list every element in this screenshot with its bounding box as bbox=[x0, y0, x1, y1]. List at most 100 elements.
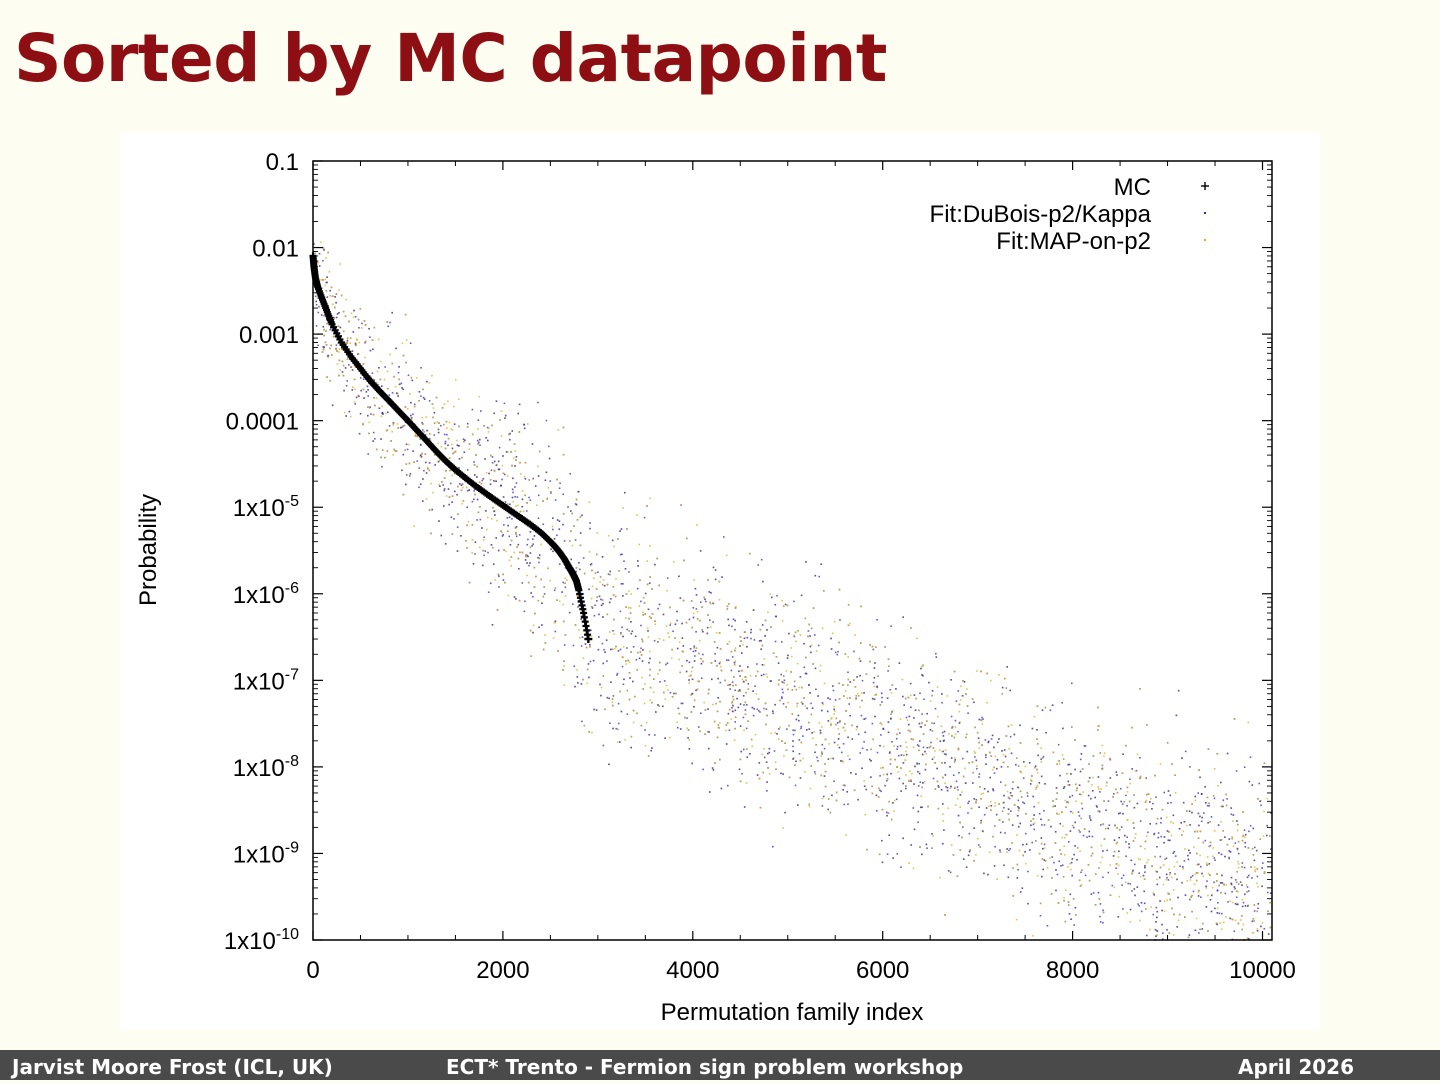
dubois-fit-point bbox=[746, 756, 749, 758]
map-fit-point bbox=[1121, 772, 1124, 774]
map-fit-point bbox=[1199, 928, 1201, 931]
map-fit-point bbox=[1155, 870, 1157, 872]
dubois-fit-point bbox=[1074, 845, 1076, 847]
map-fit-point bbox=[490, 454, 492, 457]
map-fit-point bbox=[1194, 873, 1196, 876]
map-fit-point bbox=[767, 767, 769, 769]
dubois-fit-point bbox=[682, 645, 685, 647]
map-fit-point bbox=[1058, 760, 1060, 762]
map-fit-point bbox=[973, 860, 975, 862]
dubois-fit-point bbox=[1017, 806, 1019, 808]
map-fit-point bbox=[404, 406, 407, 408]
dubois-fit-point bbox=[1261, 867, 1263, 869]
map-fit-point bbox=[554, 587, 557, 589]
dubois-fit-point bbox=[874, 662, 876, 664]
map-fit-point bbox=[1237, 823, 1239, 826]
dubois-fit-point bbox=[1204, 786, 1206, 788]
dubois-fit-point bbox=[1189, 898, 1191, 901]
map-fit-point bbox=[346, 340, 349, 343]
dubois-fit-point bbox=[1173, 850, 1176, 853]
dubois-fit-point bbox=[930, 741, 932, 744]
map-fit-point bbox=[411, 418, 413, 421]
dubois-fit-point bbox=[500, 485, 502, 487]
map-fit-point bbox=[832, 632, 834, 635]
map-fit-point bbox=[402, 354, 405, 357]
dubois-fit-point bbox=[887, 721, 890, 723]
dubois-fit-point bbox=[1235, 879, 1237, 881]
dubois-fit-point bbox=[1043, 824, 1046, 826]
dubois-fit-point bbox=[793, 635, 796, 638]
dubois-fit-point bbox=[916, 762, 918, 765]
map-fit-point bbox=[658, 638, 661, 640]
map-fit-point bbox=[628, 607, 630, 609]
dubois-fit-point bbox=[708, 591, 711, 593]
dubois-fit-point bbox=[636, 587, 639, 590]
dubois-fit-point bbox=[501, 478, 503, 481]
dubois-fit-point bbox=[811, 732, 813, 734]
dubois-fit-point bbox=[1029, 783, 1032, 785]
map-fit-point bbox=[1129, 921, 1132, 923]
dubois-fit-point bbox=[973, 798, 976, 800]
dubois-fit-point bbox=[818, 575, 820, 578]
dubois-fit-point bbox=[569, 473, 571, 475]
map-fit-point bbox=[527, 581, 530, 584]
map-fit-point bbox=[441, 407, 444, 409]
dubois-fit-point bbox=[864, 717, 867, 720]
map-fit-point bbox=[349, 337, 352, 339]
map-fit-point bbox=[402, 425, 404, 427]
dubois-fit-point bbox=[527, 538, 529, 541]
map-fit-point bbox=[735, 684, 737, 686]
dubois-fit-point bbox=[686, 659, 688, 662]
dubois-fit-point bbox=[622, 583, 624, 585]
dubois-fit-point bbox=[363, 397, 365, 399]
map-fit-point bbox=[465, 486, 468, 489]
map-fit-point bbox=[837, 728, 840, 730]
map-fit-point bbox=[596, 596, 598, 598]
map-fit-point bbox=[599, 581, 601, 583]
map-fit-point bbox=[903, 754, 905, 757]
dubois-fit-point bbox=[1127, 882, 1129, 885]
map-fit-point bbox=[905, 741, 907, 744]
dubois-fit-point bbox=[1260, 804, 1262, 807]
dubois-fit-point bbox=[552, 550, 554, 553]
dubois-fit-point bbox=[936, 767, 938, 770]
dubois-fit-point bbox=[596, 600, 598, 602]
dubois-fit-point bbox=[750, 631, 752, 634]
map-fit-point bbox=[579, 637, 581, 639]
map-fit-point bbox=[934, 750, 936, 752]
map-fit-point bbox=[606, 613, 609, 616]
map-fit-point bbox=[430, 482, 432, 485]
dubois-fit-point bbox=[364, 341, 366, 344]
map-fit-point bbox=[893, 799, 896, 802]
map-fit-point bbox=[1080, 817, 1082, 820]
dubois-fit-point bbox=[628, 571, 630, 573]
map-fit-point bbox=[684, 716, 686, 719]
dubois-fit-point bbox=[562, 493, 564, 496]
map-fit-point bbox=[884, 646, 886, 648]
dubois-fit-point bbox=[821, 709, 823, 712]
map-fit-point bbox=[855, 728, 858, 731]
dubois-fit-point bbox=[487, 591, 490, 593]
dubois-fit-point bbox=[1054, 831, 1057, 833]
dubois-fit-point bbox=[717, 677, 719, 680]
dubois-fit-point bbox=[888, 752, 891, 754]
map-fit-point bbox=[916, 637, 918, 640]
dubois-fit-point bbox=[1178, 828, 1181, 830]
dubois-fit-point bbox=[832, 757, 834, 760]
map-fit-point bbox=[586, 668, 589, 671]
map-fit-point bbox=[649, 497, 651, 500]
dubois-fit-point bbox=[1060, 865, 1062, 867]
map-fit-point bbox=[1101, 744, 1104, 747]
map-fit-point bbox=[713, 720, 716, 723]
map-fit-point bbox=[1260, 800, 1262, 802]
map-fit-point bbox=[728, 708, 731, 711]
map-fit-point bbox=[456, 439, 458, 442]
map-fit-point bbox=[966, 705, 969, 707]
dubois-fit-point bbox=[648, 733, 650, 736]
map-fit-point bbox=[1256, 882, 1258, 885]
map-fit-point bbox=[980, 670, 982, 673]
dubois-fit-point bbox=[372, 440, 374, 442]
dubois-fit-point bbox=[657, 704, 659, 706]
map-fit-point bbox=[391, 430, 393, 433]
map-fit-point bbox=[438, 483, 440, 486]
